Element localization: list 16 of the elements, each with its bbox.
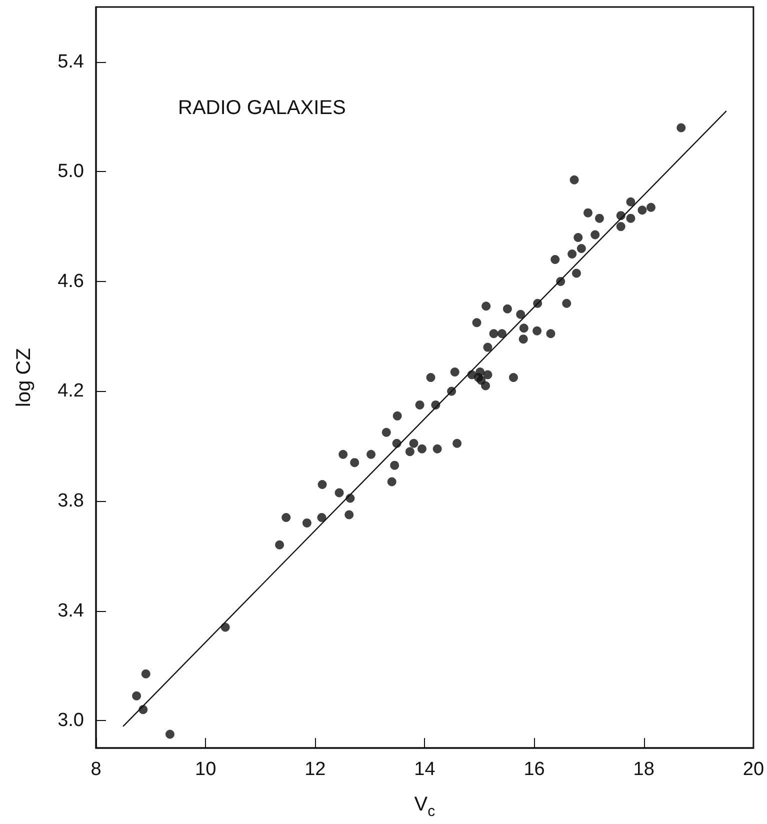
x-tick-label: 14 <box>414 759 436 780</box>
x-tick-label: 18 <box>633 759 654 780</box>
x-tick-label: 16 <box>524 759 545 780</box>
y-tick-label: 3.8 <box>58 490 84 512</box>
y-axis-title: log CZ <box>13 348 35 407</box>
y-tick-label: 3.0 <box>58 710 84 732</box>
x-tick-label: 8 <box>90 759 102 780</box>
y-tick-label: 4.6 <box>58 270 84 292</box>
annotation: RADIO GALAXIES <box>178 97 346 119</box>
y-tick-label: 5.0 <box>58 161 84 182</box>
y-tick-label: 3.4 <box>58 600 84 622</box>
x-tick-label: 20 <box>742 759 764 780</box>
x-tick-label: 10 <box>195 759 216 780</box>
y-tick-label: 4.2 <box>58 380 84 402</box>
y-tick-label: 5.4 <box>58 51 84 72</box>
x-tick-label: 12 <box>304 759 326 780</box>
